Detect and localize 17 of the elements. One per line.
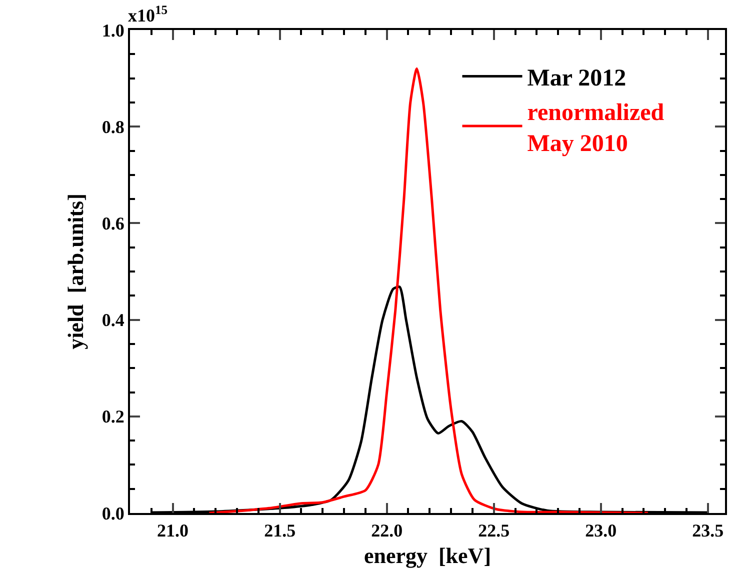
y-tick-label: 0.6 [102,214,124,234]
y-tick-label: 0.8 [102,116,124,137]
x-tick-label: 22.5 [478,520,510,541]
x-axis-title: energy [keV] [364,543,492,568]
x-tick-label: 23.0 [585,520,617,541]
x-tick-label: 21.5 [264,520,296,541]
legend-label: renormalized May 2010 [527,100,665,158]
y-axis-title: yield [arb.units] [63,194,88,350]
y-tick-label: 0.0 [102,503,124,524]
y-tick-label: 0.4 [102,310,124,330]
x-tick-label: 22.0 [371,520,403,541]
legend-label: Mar 2012 [527,66,626,92]
y-tick-label: 0.2 [102,406,124,427]
y-tick-label: 1.0 [102,20,124,40]
text: x10$^{15}$ [128,3,168,26]
x-tick-label: 21.0 [157,520,189,541]
x-tick-label: 23.5 [692,520,724,541]
